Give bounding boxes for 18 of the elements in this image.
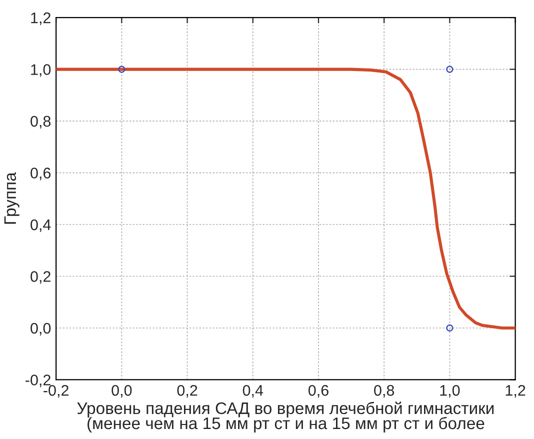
x-tick-label: 0,2 xyxy=(177,385,198,398)
x-tick-label: 1,0 xyxy=(440,385,460,398)
x-tick-label: 1,2 xyxy=(506,385,526,398)
x-tick-label: 0,4 xyxy=(242,385,264,398)
y-tick-label: 1,2 xyxy=(31,12,50,26)
x-tick-label: -0,2 xyxy=(44,385,68,398)
y-tick-label: 0,2 xyxy=(30,271,50,284)
y-tick-label: 0,8 xyxy=(30,116,51,129)
y-tick-label: 0,6 xyxy=(30,168,51,180)
y-axis-title: Группа xyxy=(4,172,20,224)
x-axis-title: Уровень падения САД во время лечебной гимнастики (менее чем на 15 мм рт ст и на 15 мм рт ст и более xyxy=(77,402,494,433)
y-tick-label: 0,4 xyxy=(30,219,51,232)
y-tick-label: 0,0 xyxy=(30,322,51,336)
y-tick-label: 1,0 xyxy=(31,64,51,77)
y-tick-label: -0,2 xyxy=(26,374,50,388)
x-tick-label: 0,8 xyxy=(374,385,394,398)
x-tick-label: 0,6 xyxy=(308,385,328,398)
x-tick-label: 0,0 xyxy=(112,385,132,398)
